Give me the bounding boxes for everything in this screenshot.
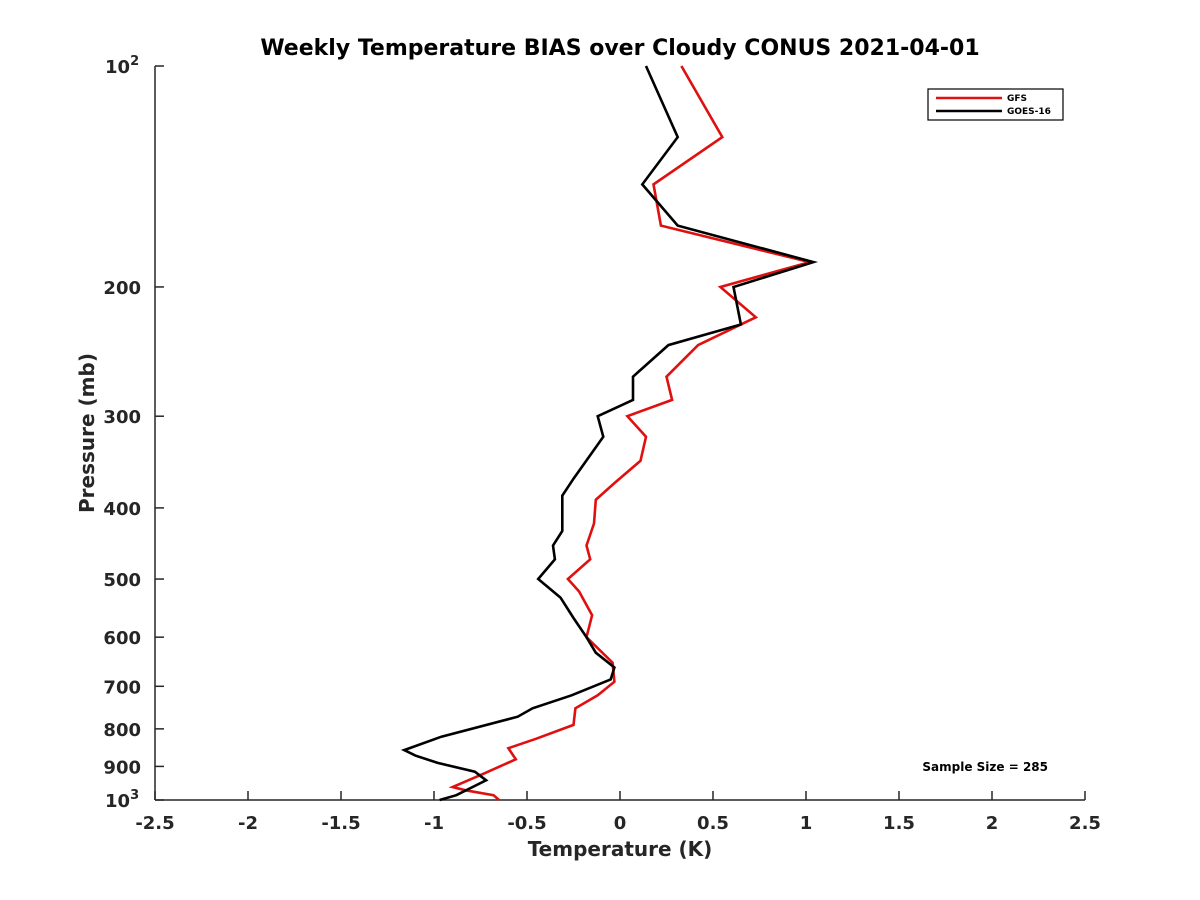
series-line-goes-16 <box>400 65 819 802</box>
x-tick-label: 2.5 <box>1069 813 1101 834</box>
y-tick-label: 103 <box>105 788 139 812</box>
x-tick-label: -1.5 <box>321 813 360 834</box>
legend: GFS GOES-16 <box>927 88 1064 121</box>
sample-size-note: Sample Size = 285 <box>922 760 1048 774</box>
x-tick-label: -2 <box>238 813 258 834</box>
series-line-gfs <box>448 65 815 801</box>
y-tick-label: 800 <box>103 720 141 741</box>
x-tick-label: 2 <box>986 813 999 834</box>
x-tick-label: 1.5 <box>883 813 915 834</box>
series-layer <box>400 65 819 802</box>
y-tick-label: 900 <box>103 757 141 778</box>
chart-title: Weekly Temperature BIAS over Cloudy CONU… <box>260 36 979 61</box>
x-tick-label: -1 <box>424 813 444 834</box>
x-tick-label: 0 <box>614 813 627 834</box>
y-axis-title: Pressure (mb) <box>75 353 99 513</box>
y-tick-label: 500 <box>103 570 141 591</box>
x-tick-label: -0.5 <box>507 813 546 834</box>
y-tick-label: 200 <box>103 278 141 299</box>
y-tick-label: 102 <box>105 54 139 78</box>
x-tick-label: -2.5 <box>135 813 174 834</box>
legend-box <box>927 88 1064 121</box>
plot-axes: -2.5 -2 -1.5 -1 -0.5 0 0.5 1 1.5 2 2.5 10220030040… <box>103 54 1101 834</box>
legend-label: GFS <box>1007 94 1027 104</box>
legend-label: GOES-16 <box>1007 107 1051 117</box>
x-tick-label: 0.5 <box>697 813 729 834</box>
y-tick-label-base: 10 <box>105 791 130 812</box>
y-tick-label-exponent: 2 <box>130 54 139 69</box>
y-tick-label: 700 <box>103 677 141 698</box>
x-ticks: -2.5 -2 -1.5 -1 -0.5 0 0.5 1 1.5 2 2.5 <box>135 791 1101 834</box>
y-tick-label-base: 10 <box>105 57 130 78</box>
y-tick-label: 400 <box>103 499 141 520</box>
x-axis-title: Temperature (K) <box>528 837 713 861</box>
y-tick-label: 300 <box>103 407 141 428</box>
y-tick-label: 600 <box>103 628 141 649</box>
x-tick-label: 1 <box>800 813 813 834</box>
y-tick-label-exponent: 3 <box>130 788 139 803</box>
